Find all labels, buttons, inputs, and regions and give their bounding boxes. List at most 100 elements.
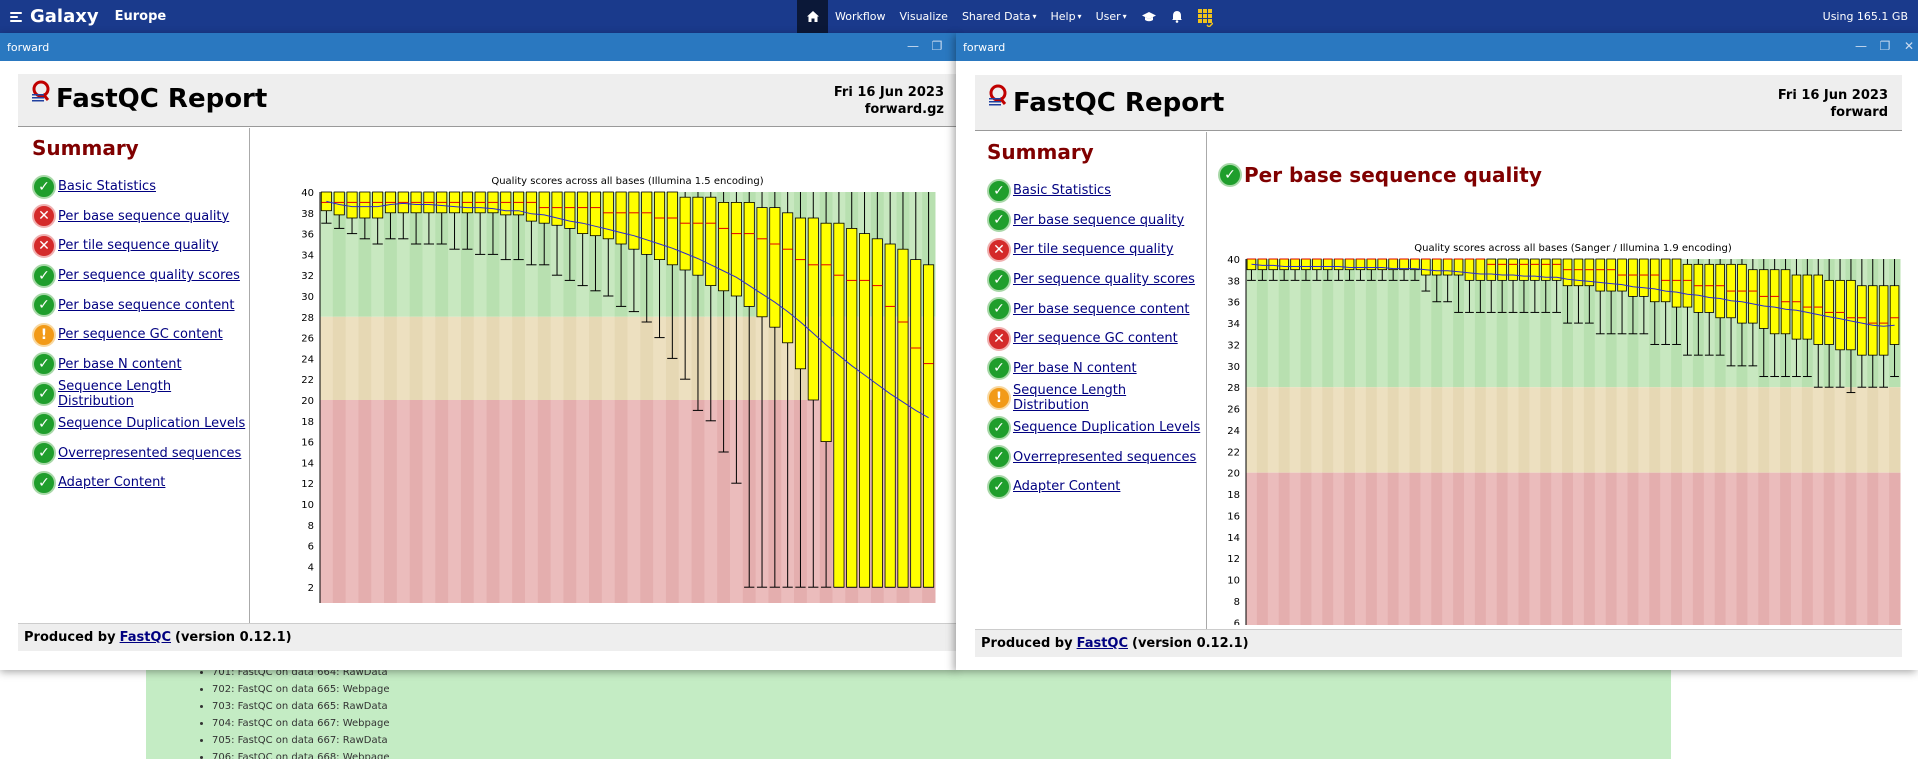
- zone-good: [1442, 259, 1454, 388]
- zone-reasonable: [1801, 387, 1814, 473]
- zone-poor: [1398, 472, 1410, 625]
- summary-link[interactable]: Sequence Duplication Levels: [1013, 420, 1201, 436]
- summary-item: ✕ Per tile sequence quality: [32, 231, 249, 261]
- box-iqr: [615, 191, 627, 245]
- history-item[interactable]: 703: FastQC on data 665: RawData: [212, 698, 1671, 715]
- check-icon: ✓: [32, 174, 56, 199]
- zone-poor: [1867, 472, 1879, 625]
- cross-icon: ✕: [987, 326, 1011, 351]
- summary-link[interactable]: Per base N content: [1013, 360, 1137, 376]
- y-tick-label: 26: [301, 334, 314, 345]
- box-iqr: [1290, 258, 1300, 271]
- zone-reasonable: [358, 316, 372, 400]
- zone-poor: [1420, 472, 1432, 625]
- quota-meter[interactable]: Using 165.1 GB: [1822, 10, 1908, 23]
- y-tick-label: 18: [1227, 490, 1240, 501]
- summary-link[interactable]: Per tile sequence quality: [1013, 242, 1174, 258]
- zone-poor: [1267, 472, 1280, 625]
- window-titlebar[interactable]: forward — ❐: [0, 33, 956, 61]
- y-tick-label: 12: [301, 479, 314, 490]
- brand-link[interactable]: Galaxy Europe: [10, 4, 166, 29]
- zone-good: [1289, 259, 1301, 388]
- box-iqr: [871, 238, 883, 588]
- nav-workflow[interactable]: Workflow: [828, 0, 893, 33]
- summary-link[interactable]: Per base sequence content: [58, 297, 235, 313]
- zone-good: [1278, 259, 1291, 388]
- zone-reasonable: [1780, 387, 1792, 473]
- summary-link[interactable]: Per tile sequence quality: [58, 238, 219, 254]
- summary-link[interactable]: Basic Statistics: [1013, 183, 1111, 199]
- report-filename: forward: [1830, 105, 1889, 120]
- zone-reasonable: [1529, 387, 1541, 473]
- zone-good: [409, 192, 423, 317]
- history-item[interactable]: 705: FastQC on data 667: RawData: [212, 732, 1671, 749]
- summary-link[interactable]: Per base N content: [58, 356, 182, 372]
- summary-link[interactable]: Per sequence GC content: [1013, 331, 1178, 347]
- zone-reasonable: [1747, 387, 1759, 473]
- zone-good: [1311, 259, 1323, 388]
- home-button[interactable]: [797, 0, 828, 33]
- nav-shared-data[interactable]: Shared Data ▾: [955, 0, 1044, 33]
- summary-link[interactable]: Per sequence quality scores: [1013, 272, 1195, 288]
- y-tick-label: 20: [1227, 469, 1240, 480]
- summary-item: ✓ Adapter Content: [987, 472, 1206, 502]
- box-iqr: [1693, 263, 1704, 313]
- box-iqr: [551, 191, 563, 226]
- close-icon[interactable]: ✕: [1903, 39, 1915, 53]
- summary-link[interactable]: Sequence Length Distribution: [58, 378, 172, 409]
- zone-reasonable: [1594, 387, 1607, 473]
- footer-text: Produced by: [981, 636, 1073, 651]
- cross-icon: ✕: [987, 237, 1011, 262]
- summary-link[interactable]: Per sequence GC content: [58, 327, 223, 343]
- zone-reasonable: [1540, 387, 1552, 473]
- summary-item: ✓ Sequence Duplication Levels: [32, 409, 249, 439]
- summary-link[interactable]: Basic Statistics: [58, 179, 156, 195]
- fastqc-link[interactable]: FastQC: [119, 630, 172, 645]
- summary-link[interactable]: Overrepresented sequences: [1013, 449, 1197, 465]
- maximize-icon[interactable]: ❐: [931, 39, 943, 53]
- zone-poor: [1278, 472, 1291, 625]
- zone-poor: [704, 400, 718, 603]
- box-iqr: [1464, 258, 1475, 281]
- summary-link[interactable]: Sequence Duplication Levels: [58, 416, 246, 432]
- minimize-icon[interactable]: —: [907, 39, 919, 53]
- history-item[interactable]: 701: FastQC on data 664: RawData: [212, 664, 1671, 681]
- nav-user[interactable]: User ▾: [1089, 0, 1134, 33]
- summary-link[interactable]: Per sequence quality scores: [58, 268, 240, 284]
- summary-item: ✓ Per base N content: [987, 354, 1206, 384]
- brand-subtitle: Europe: [114, 9, 167, 24]
- summary-link[interactable]: Adapter Content: [58, 475, 166, 491]
- history-item[interactable]: 706: FastQC on data 668: Webpage: [212, 749, 1671, 759]
- window-titlebar[interactable]: forward — ❐ ✕: [956, 33, 1918, 61]
- zone-poor: [473, 400, 488, 603]
- zone-good: [332, 192, 347, 317]
- zone-good: [1474, 259, 1487, 388]
- summary-link[interactable]: Overrepresented sequences: [58, 445, 242, 461]
- training-button[interactable]: [1134, 0, 1164, 33]
- history-item[interactable]: 702: FastQC on data 665: Webpage: [212, 681, 1671, 698]
- zone-poor: [1464, 472, 1476, 625]
- box-iqr: [820, 222, 832, 442]
- zone-reasonable: [1889, 387, 1901, 473]
- nav-help[interactable]: Help ▾: [1043, 0, 1088, 33]
- fastqc-link[interactable]: FastQC: [1076, 636, 1129, 651]
- summary-item: ✓ Overrepresented sequences: [32, 438, 249, 468]
- summary-link[interactable]: Per base sequence quality: [1013, 212, 1185, 228]
- zone-reasonable: [320, 316, 334, 400]
- zone-poor: [1725, 472, 1737, 625]
- summary-link[interactable]: Per base sequence content: [1013, 301, 1190, 317]
- summary-link[interactable]: Adapter Content: [1013, 479, 1121, 495]
- summary-link[interactable]: Sequence Length Distribution: [1013, 382, 1127, 413]
- box-iqr: [794, 217, 806, 370]
- history-item[interactable]: 704: FastQC on data 667: Webpage: [212, 715, 1671, 732]
- zone-poor: [332, 400, 347, 603]
- zone-poor: [1649, 472, 1661, 625]
- minimize-icon[interactable]: —: [1855, 39, 1867, 53]
- notifications-button[interactable]: [1164, 0, 1190, 33]
- maximize-icon[interactable]: ❐: [1879, 39, 1891, 53]
- apps-button[interactable]: [1190, 0, 1220, 33]
- summary-link[interactable]: Per base sequence quality: [58, 208, 230, 224]
- zone-reasonable: [1507, 387, 1519, 473]
- check-icon: ✓: [987, 356, 1011, 381]
- nav-visualize[interactable]: Visualize: [893, 0, 955, 33]
